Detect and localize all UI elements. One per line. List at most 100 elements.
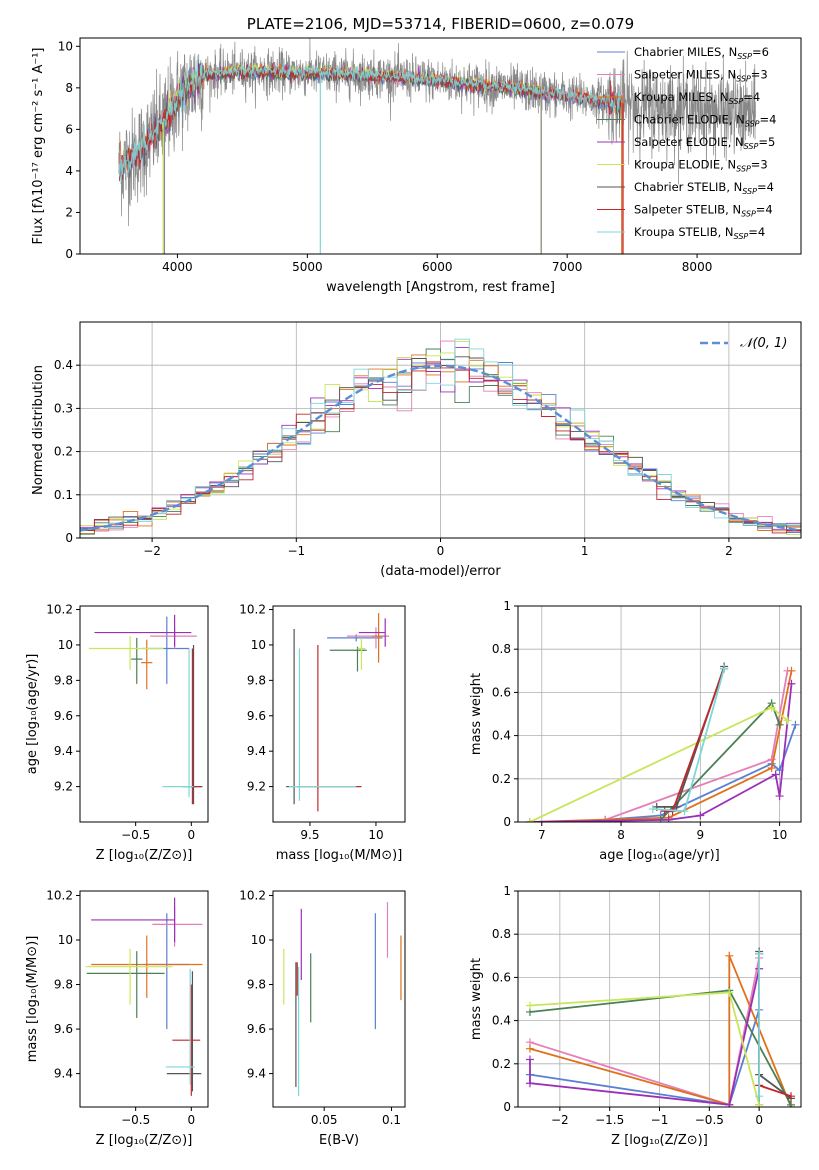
massweight_vs_Z-marker-8-1 bbox=[755, 1092, 764, 1101]
mass_vs_Z-point-5 bbox=[85, 948, 173, 1005]
massweight_vs_Z-xtick-label-2: −1 bbox=[651, 1113, 669, 1127]
massweight_vs_age-series-6 bbox=[656, 666, 725, 808]
massweight_vs_age-marker-3-2 bbox=[775, 720, 784, 729]
residuals-xtick-label-0: −2 bbox=[143, 544, 161, 558]
spectrum-legend-label-0: Chabrier MILES, NSSP=6 bbox=[634, 45, 769, 61]
massweight_vs_Z-marker-4-1 bbox=[525, 1079, 534, 1088]
massweight_vs_Z-marker-2-2 bbox=[725, 951, 734, 960]
residual-legend: 𝒩(0, 1) bbox=[700, 336, 787, 351]
massweight_vs_Z-series-2 bbox=[529, 955, 792, 1107]
mass_vs_EBV-xlabel: E(B-V) bbox=[319, 1133, 359, 1148]
massweight_vs_Z-ytick-label-5: 1 bbox=[503, 884, 511, 898]
mass_vs_Z-ytick-label-2: 9.8 bbox=[54, 978, 73, 992]
spectrum-legend-entry-0: Chabrier MILES, NSSP=6 bbox=[597, 45, 769, 61]
age_vs_Z-point-7 bbox=[189, 648, 202, 805]
mass_vs_EBV-ytick-label-4: 10.2 bbox=[239, 888, 266, 902]
legend-text: Salpeter MILES, N bbox=[634, 68, 736, 82]
age_vs_mass-ytick-label-1: 9.4 bbox=[247, 744, 266, 758]
legend-subscript: SSP bbox=[744, 142, 759, 151]
massweight_vs_age-marker-8-1 bbox=[680, 807, 689, 816]
massweight_vs_Z-marker-7-2 bbox=[787, 1092, 796, 1101]
spectrum-ylabel: Flux [fλ10⁻¹⁷ erg cm⁻² s⁻¹ A⁻¹] bbox=[31, 48, 46, 245]
age_vs_Z-xtick-label-0: −0.5 bbox=[121, 828, 150, 842]
mass_vs_EBV-ytick-label-2: 9.8 bbox=[247, 978, 266, 992]
mass_vs_Z-frame bbox=[79, 890, 209, 1108]
spectrum-ytick-label-3: 6 bbox=[65, 122, 73, 136]
legend-text: Kroupa ELODIE, N bbox=[634, 158, 736, 172]
massweight_vs_Z-ytick-label-0: 0 bbox=[503, 1100, 511, 1114]
legend-text: Salpeter ELODIE, N bbox=[634, 135, 744, 149]
massweight_vs_Z-marker-2-0 bbox=[525, 1044, 534, 1053]
mass_vs_Z-xtick-label-1: 0 bbox=[187, 1113, 195, 1127]
spectrum-axes: 4000 5000 6000 7000 8000 0 2 4 6 8 10 wavelength [A… bbox=[31, 15, 802, 295]
spectrum-legend-label-8: Kroupa STELIB, NSSP=4 bbox=[634, 225, 765, 241]
panel-mass_vs_Z bbox=[85, 897, 203, 1096]
age_vs_Z-ytick-label-1: 9.4 bbox=[54, 744, 73, 758]
legend-count: =3 bbox=[751, 68, 768, 82]
legend-count: =4 bbox=[743, 90, 760, 104]
mass_vs_Z-ytick-label-4: 10.2 bbox=[46, 888, 73, 902]
massweight_vs_age-series-4 bbox=[529, 683, 793, 822]
mass_vs_Z-point-7 bbox=[172, 984, 201, 1096]
residuals-ytick-label-0: 0 bbox=[65, 531, 73, 545]
massweight_vs_age-marker-0-4 bbox=[791, 720, 800, 729]
legend-text: Chabrier MILES, N bbox=[634, 45, 737, 59]
age_vs_mass-ytick-label-0: 9.2 bbox=[247, 780, 266, 794]
mass_vs_Z-point-6 bbox=[166, 971, 202, 1092]
massweight_vs_Z-marker-8-0 bbox=[755, 949, 764, 958]
mass_vs_EBV-xtick-label-1: 0.1 bbox=[382, 1113, 401, 1127]
massweight_vs_age-series-5 bbox=[529, 706, 789, 822]
legend-subscript: SSP bbox=[736, 75, 751, 84]
massweight_vs_age-marker-8-0 bbox=[648, 805, 657, 814]
spectrum-legend-label-5: Kroupa ELODIE, NSSP=3 bbox=[634, 158, 768, 174]
spectrum-legend-entry-8: Kroupa STELIB, NSSP=4 bbox=[597, 225, 765, 241]
massweight_vs_Z-marker-4-2 bbox=[725, 1100, 734, 1107]
mass_vs_EBV-xtick-label-0: 0.05 bbox=[311, 1113, 338, 1127]
legend-count: =4 bbox=[760, 113, 777, 127]
age_vs_Z-point-1 bbox=[150, 627, 197, 649]
age_vs_mass-point-5 bbox=[357, 637, 366, 670]
massweight_vs_age-marker-4-3 bbox=[771, 770, 780, 779]
massweight_vs_age-ylabel: mass weight bbox=[469, 673, 484, 755]
residuals-xtick-label-3: 1 bbox=[581, 544, 589, 558]
age_vs_Z-ytick-label-4: 10 bbox=[58, 638, 73, 652]
residuals-xlabel: (data-model)/error bbox=[380, 564, 501, 579]
massweight_vs_age-axes: 7 8 9 10 0 0.2 0.4 0.6 0.8 1 age [log₁₀(age/yr)] ma… bbox=[469, 599, 802, 863]
massweight_vs_age-marker-5-1 bbox=[767, 703, 776, 712]
massweight_vs_age-marker-5-2 bbox=[783, 716, 792, 725]
massweight_vs_Z-ytick-label-2: 0.4 bbox=[492, 1014, 511, 1028]
residuals-ytick-label-1: 0.1 bbox=[54, 488, 73, 502]
age_vs_Z-point-8 bbox=[162, 648, 194, 798]
massweight_vs_age-marker-4-2 bbox=[696, 811, 705, 820]
spectrum-legend-label-7: Salpeter STELIB, NSSP=4 bbox=[634, 203, 773, 219]
spectrum-ytick-label-4: 8 bbox=[65, 81, 73, 95]
age_vs_mass-point-4 bbox=[358, 618, 386, 647]
spectrum-model-8 bbox=[118, 55, 622, 183]
spectrum-ytick-label-5: 10 bbox=[58, 39, 73, 53]
legend-subscript: SSP bbox=[737, 52, 752, 61]
residuals-xtick-label-1: −1 bbox=[287, 544, 305, 558]
massweight_vs_Z-marker-5-1 bbox=[725, 988, 734, 997]
mass_vs_Z-point-1 bbox=[152, 906, 203, 947]
spectrum-xlabel: wavelength [Angstrom, rest frame] bbox=[326, 280, 555, 295]
panel-massweight_vs_age bbox=[518, 605, 801, 823]
spectrum-legend-entry-6: Chabrier STELIB, NSSP=4 bbox=[597, 180, 774, 196]
mass_vs_EBV-ytick-label-1: 9.6 bbox=[247, 1022, 266, 1036]
massweight_vs_age-ytick-label-3: 0.6 bbox=[492, 685, 511, 699]
massweight_vs_Z-marks bbox=[525, 947, 796, 1107]
residuals-ytick-label-4: 0.4 bbox=[54, 358, 73, 372]
legend-text: Kroupa STELIB, N bbox=[634, 225, 734, 239]
massweight_vs_Z-xtick-label-4: 0 bbox=[755, 1113, 763, 1127]
panel-age_vs_Z bbox=[88, 614, 203, 805]
age_vs_mass-point-2 bbox=[372, 613, 386, 663]
massweight_vs_age-xtick-label-0: 7 bbox=[538, 828, 546, 842]
age_vs_Z-ytick-label-5: 10.2 bbox=[46, 603, 73, 617]
panel-spectrum bbox=[118, 38, 756, 254]
age_vs_mass-axes: 9.5 10 9.2 9.4 9.6 9.8 10 10.2 mass [log₁₀(M/M⊙)… bbox=[239, 603, 406, 863]
massweight_vs_age-marker-5-0 bbox=[525, 818, 534, 822]
spectrum-legend-entry-2: Kroupa MILES, NSSP=4 bbox=[597, 90, 760, 106]
mass_vs_Z-point-0 bbox=[144, 913, 190, 1030]
age_vs_mass-ytick-label-5: 10.2 bbox=[239, 603, 266, 617]
spectrum-legend-entry-1: Salpeter MILES, NSSP=3 bbox=[597, 68, 768, 84]
massweight_vs_age-frame bbox=[517, 605, 802, 823]
